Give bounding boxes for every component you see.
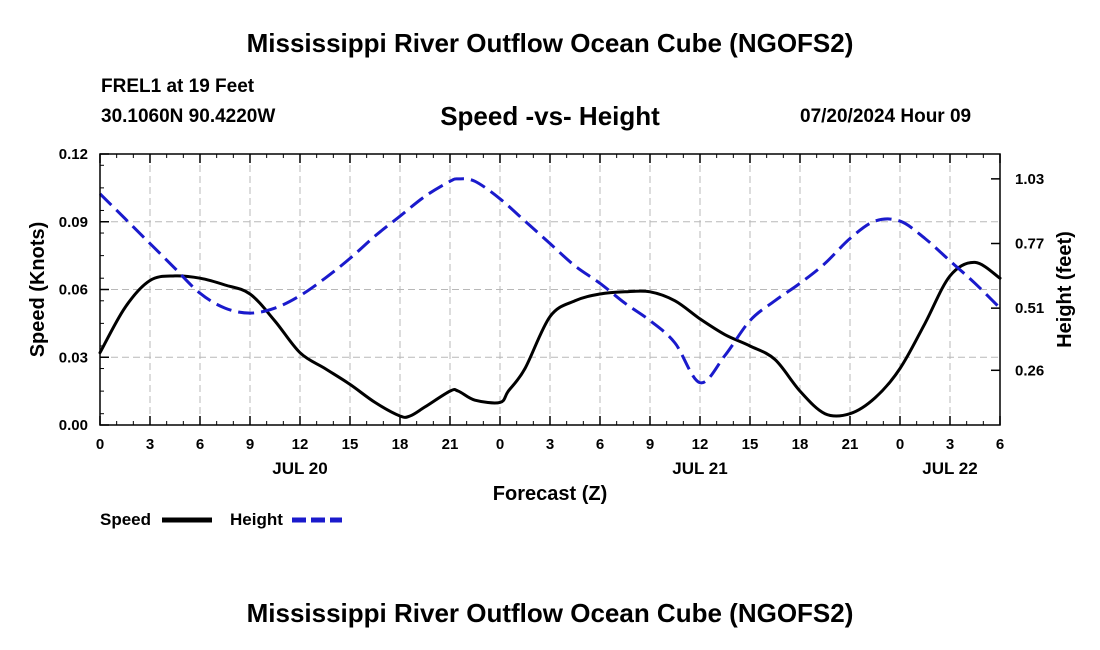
series bbox=[98, 177, 1002, 419]
x-tick-label: 21 bbox=[842, 436, 859, 453]
y2-axis-title: Height (feet) bbox=[1054, 231, 1076, 348]
x-tick-label: 18 bbox=[792, 436, 809, 453]
y2-tick-label: 0.51 bbox=[1015, 300, 1044, 317]
x-tick-label: 0 bbox=[896, 436, 904, 453]
forecast-datetime: 07/20/2024 Hour 09 bbox=[800, 106, 972, 127]
bottom-title: Mississippi River Outflow Ocean Cube (NG… bbox=[246, 598, 854, 628]
y2-tick-label: 1.03 bbox=[1015, 171, 1044, 188]
x-tick-label: 15 bbox=[342, 436, 359, 453]
station-label: FREL1 at 19 Feet bbox=[101, 76, 255, 97]
y-tick-label: 0.12 bbox=[59, 146, 88, 163]
date-label: JUL 20 bbox=[272, 459, 327, 478]
main-title: Mississippi River Outflow Ocean Cube (NG… bbox=[246, 28, 854, 58]
y2-tick-label: 0.26 bbox=[1015, 362, 1044, 379]
height-series-line bbox=[98, 177, 1002, 385]
x-tick-label: 3 bbox=[946, 436, 954, 453]
x-tick-label: 18 bbox=[392, 436, 409, 453]
y-tick-label: 0.00 bbox=[59, 417, 88, 434]
y-tick-label: 0.03 bbox=[59, 349, 88, 366]
x-tick-label: 21 bbox=[442, 436, 459, 453]
grid bbox=[100, 154, 1000, 425]
legend-speed-label: Speed bbox=[100, 510, 151, 529]
x-axis-title: Forecast (Z) bbox=[493, 483, 607, 505]
x-tick-label: 3 bbox=[546, 436, 554, 453]
x-tick-label: 6 bbox=[596, 436, 604, 453]
station-coordinates: 30.1060N 90.4220W bbox=[101, 106, 276, 127]
x-tick-label: 3 bbox=[146, 436, 154, 453]
chart-title: Speed -vs- Height bbox=[440, 101, 660, 131]
x-tick-label: 0 bbox=[496, 436, 504, 453]
axes: 0 3 6 9 12 15 18 21 0 3 6 9 12 15 18 21 0 3 6 JUL 20 JUL 21 J… bbox=[27, 146, 1076, 505]
date-label: JUL 22 bbox=[922, 459, 977, 478]
y-tick-label: 0.06 bbox=[59, 282, 88, 299]
legend-height-label: Height bbox=[230, 510, 283, 529]
y-axis-title: Speed (Knots) bbox=[27, 222, 49, 358]
date-label: JUL 21 bbox=[672, 459, 727, 478]
legend: Speed Height bbox=[100, 510, 342, 529]
x-tick-label: 15 bbox=[742, 436, 759, 453]
y-tick-label: 0.09 bbox=[59, 214, 88, 231]
y2-tick-label: 0.77 bbox=[1015, 236, 1044, 253]
x-tick-label: 6 bbox=[996, 436, 1004, 453]
x-tick-label: 0 bbox=[96, 436, 104, 453]
x-tick-label: 12 bbox=[692, 436, 709, 453]
x-tick-label: 9 bbox=[246, 436, 254, 453]
x-tick-label: 12 bbox=[292, 436, 309, 453]
x-tick-label: 6 bbox=[196, 436, 204, 453]
x-tick-label: 9 bbox=[646, 436, 654, 453]
speed-series-line bbox=[98, 260, 1002, 419]
